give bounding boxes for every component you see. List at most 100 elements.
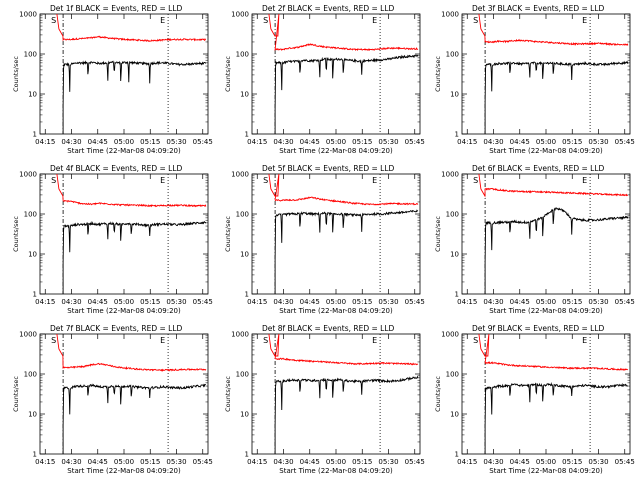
x-tick-label: 05:00 <box>536 298 556 306</box>
panel-title: Det 8f BLACK = Events, RED = LLD <box>262 324 395 333</box>
y-axis-label: Counts/sec <box>434 216 442 252</box>
x-tick-label: 05:15 <box>562 458 582 466</box>
x-tick-label: 04:30 <box>483 458 503 466</box>
y-tick-label: 1000 <box>441 331 459 339</box>
x-tick-label: 05:15 <box>562 138 582 146</box>
x-tick-label: 05:15 <box>352 298 372 306</box>
y-tick-label: 100 <box>446 211 459 219</box>
x-tick-label: 04:45 <box>510 458 530 466</box>
x-tick-label: 05:30 <box>166 138 186 146</box>
lld-series-line <box>478 333 628 371</box>
start-marker-label: S <box>473 336 478 345</box>
start-marker-label: S <box>51 176 56 185</box>
y-axis-label: Counts/sec <box>434 56 442 92</box>
lld-series-line <box>268 13 419 52</box>
panel-3: Det 3f BLACK = Events, RED = LLD 1 10 100 10… <box>434 4 635 155</box>
x-tick-label: 05:15 <box>140 138 160 146</box>
y-tick-label: 10 <box>28 91 37 99</box>
x-tick-label: 05:00 <box>114 138 134 146</box>
panel-2: Det 2f BLACK = Events, RED = LLD 1 10 100 10… <box>224 4 425 155</box>
x-axis-label: Start Time (22-Mar-08 04:09:20) <box>279 147 393 155</box>
events-series-line <box>274 54 419 134</box>
end-marker-label: E <box>372 176 377 185</box>
x-tick-label: 04:30 <box>273 458 293 466</box>
end-marker-label: E <box>582 16 587 25</box>
y-tick-label: 10 <box>28 411 37 419</box>
x-tick-label: 04:45 <box>88 298 108 306</box>
y-tick-label: 1 <box>455 291 459 299</box>
y-tick-label: 10 <box>450 251 459 259</box>
x-tick-label: 05:30 <box>378 138 398 146</box>
lld-series-line <box>268 173 419 206</box>
y-tick-label: 10 <box>240 91 249 99</box>
y-tick-label: 10 <box>28 251 37 259</box>
start-marker-label: S <box>51 336 56 345</box>
x-tick-label: 05:15 <box>140 458 160 466</box>
x-tick-label: 05:30 <box>588 298 608 306</box>
lld-series-line <box>56 333 207 372</box>
y-tick-label: 100 <box>236 371 249 379</box>
x-tick-label: 05:45 <box>615 138 635 146</box>
x-tick-label: 05:45 <box>193 138 213 146</box>
x-tick-label: 04:15 <box>457 298 477 306</box>
panel-title: Det 7f BLACK = Events, RED = LLD <box>50 324 183 333</box>
x-tick-label: 04:15 <box>247 138 267 146</box>
panel-title: Det 6f BLACK = Events, RED = LLD <box>472 164 605 173</box>
panel-7: Det 7f BLACK = Events, RED = LLD 1 10 100 10… <box>12 324 213 475</box>
y-tick-label: 1 <box>245 291 249 299</box>
panel-4: Det 4f BLACK = Events, RED = LLD 1 10 100 10… <box>12 164 213 315</box>
x-tick-label: 04:45 <box>300 298 320 306</box>
x-tick-label: 05:45 <box>193 458 213 466</box>
x-axis-label: Start Time (22-Mar-08 04:09:20) <box>489 467 603 475</box>
y-tick-label: 1 <box>455 451 459 459</box>
end-marker-label: E <box>582 336 587 345</box>
start-marker-label: S <box>51 16 56 25</box>
x-tick-label: 05:15 <box>352 138 372 146</box>
lld-series-line <box>478 13 629 46</box>
end-marker-label: E <box>372 16 377 25</box>
x-tick-label: 04:15 <box>247 298 267 306</box>
start-marker-label: S <box>263 176 268 185</box>
y-tick-label: 1000 <box>19 331 37 339</box>
y-tick-label: 10 <box>240 251 249 259</box>
plot-frame <box>39 333 209 455</box>
panel-9: Det 9f BLACK = Events, RED = LLD 1 10 100 10… <box>434 324 635 475</box>
panel-8: Det 8f BLACK = Events, RED = LLD 1 10 100 10… <box>224 324 425 475</box>
plot-frame <box>39 13 209 135</box>
x-tick-label: 05:45 <box>405 458 425 466</box>
y-tick-label: 100 <box>236 51 249 59</box>
y-tick-label: 1 <box>33 291 37 299</box>
events-series-line <box>62 220 207 294</box>
start-marker-label: S <box>473 16 478 25</box>
y-axis-label: Counts/sec <box>224 56 232 92</box>
plot-frame <box>39 173 209 295</box>
x-tick-label: 05:15 <box>352 458 372 466</box>
y-axis-label: Counts/sec <box>224 216 232 252</box>
y-tick-label: 100 <box>24 51 37 59</box>
x-tick-label: 05:30 <box>166 298 186 306</box>
plot-frame <box>251 333 421 455</box>
y-tick-label: 1000 <box>19 11 37 19</box>
x-tick-label: 05:15 <box>562 298 582 306</box>
x-tick-label: 05:45 <box>615 458 635 466</box>
x-tick-label: 05:00 <box>114 298 134 306</box>
start-marker-label: S <box>263 16 268 25</box>
y-axis-label: Counts/sec <box>434 376 442 412</box>
x-axis-label: Start Time (22-Mar-08 04:09:20) <box>67 147 181 155</box>
y-tick-label: 100 <box>236 211 249 219</box>
y-tick-label: 1 <box>33 451 37 459</box>
x-tick-label: 04:15 <box>457 138 477 146</box>
events-series-line <box>274 209 419 294</box>
events-series-line <box>62 383 207 454</box>
x-tick-label: 04:45 <box>510 298 530 306</box>
panel-title: Det 1f BLACK = Events, RED = LLD <box>50 4 183 13</box>
x-tick-label: 05:30 <box>588 458 608 466</box>
panel-title: Det 3f BLACK = Events, RED = LLD <box>472 4 605 13</box>
x-tick-label: 04:15 <box>247 458 267 466</box>
x-tick-label: 05:30 <box>378 298 398 306</box>
x-tick-label: 04:45 <box>300 138 320 146</box>
events-series-line <box>484 207 629 294</box>
start-marker-label: S <box>473 176 478 185</box>
panel-title: Det 9f BLACK = Events, RED = LLD <box>472 324 605 333</box>
